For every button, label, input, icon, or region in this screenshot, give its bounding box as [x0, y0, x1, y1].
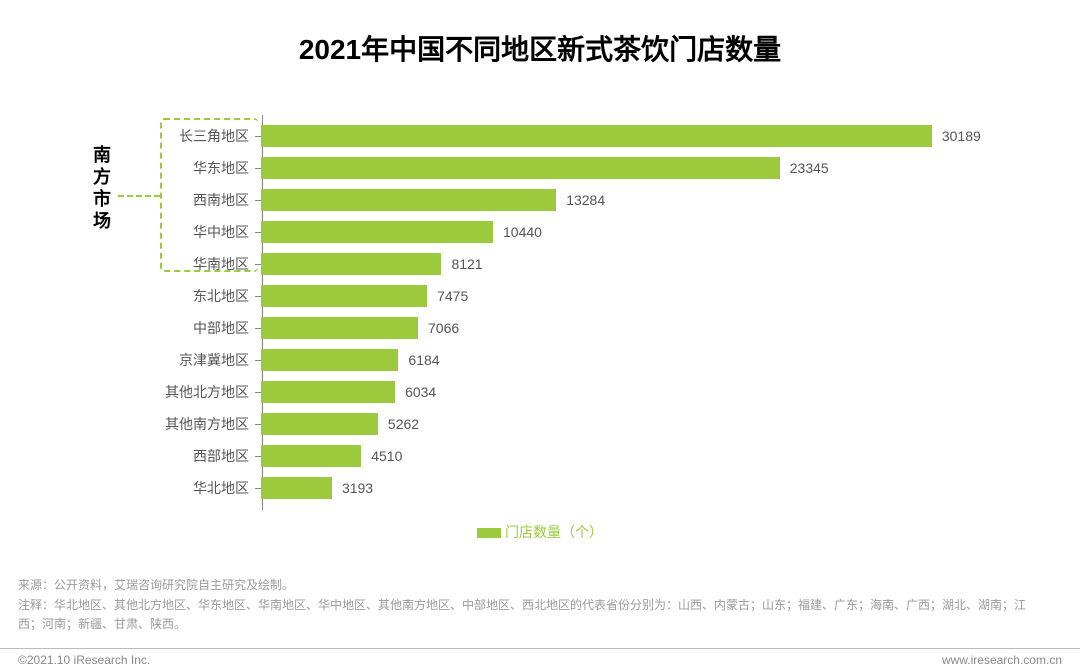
category-label: 东北地区 [160, 286, 255, 306]
value-label: 10440 [503, 224, 542, 240]
bar [261, 285, 427, 307]
bar-row: 京津冀地区 6184 [160, 344, 1010, 376]
value-label: 5262 [388, 416, 419, 432]
category-label: 其他北方地区 [160, 382, 255, 402]
value-label: 7066 [428, 320, 459, 336]
value-label: 7475 [437, 288, 468, 304]
legend-swatch [477, 528, 501, 538]
bar [261, 381, 395, 403]
value-label: 13284 [566, 192, 605, 208]
category-label: 西部地区 [160, 446, 255, 466]
category-label: 其他南方地区 [160, 414, 255, 434]
category-label: 京津冀地区 [160, 350, 255, 370]
chart-area: 长三角地区30189华东地区23345西南地区13284华中地区10440华南地… [160, 115, 1010, 535]
bar-row: 华中地区10440 [160, 216, 1010, 248]
footnote-note: 注释：华北地区、其他北方地区、华东地区、华南地区、华中地区、其他南方地区、中部地… [18, 596, 1038, 634]
bar [261, 221, 493, 243]
copyright-right: www.iresearch.com.cn [942, 653, 1062, 672]
footnotes: 来源：公开资料，艾瑞咨询研究院自主研究及绘制。 注释：华北地区、其他北方地区、华… [18, 576, 1038, 634]
category-label: 中部地区 [160, 318, 255, 338]
legend: 门店数量（个） [0, 522, 1080, 542]
value-label: 8121 [451, 256, 482, 272]
bar-row: 长三角地区30189 [160, 120, 1010, 152]
bar-row: 华北地区 3193 [160, 472, 1010, 504]
value-label: 6034 [405, 384, 436, 400]
chart-title: 2021年中国不同地区新式茶饮门店数量 [0, 0, 1080, 68]
bar [261, 317, 418, 339]
value-label: 30189 [942, 128, 981, 144]
legend-label: 门店数量（个） [505, 524, 603, 540]
value-label: 4510 [371, 448, 402, 464]
bar-row: 西南地区13284 [160, 184, 1010, 216]
bar [261, 445, 361, 467]
category-label: 华北地区 [160, 478, 255, 498]
bar-row: 西部地区 4510 [160, 440, 1010, 472]
bar [261, 349, 398, 371]
bar-row: 其他北方地区 6034 [160, 376, 1010, 408]
footnote-source: 来源：公开资料，艾瑞咨询研究院自主研究及绘制。 [18, 576, 1038, 595]
bar-row: 其他南方地区 5262 [160, 408, 1010, 440]
bar [261, 477, 332, 499]
group-label-south: 南方市场 [88, 145, 114, 233]
bar [261, 125, 932, 147]
copyright-left: ©2021.10 iResearch Inc. [18, 653, 150, 672]
group-bracket [160, 118, 258, 272]
bar-row: 中部地区 7066 [160, 312, 1010, 344]
value-label: 23345 [790, 160, 829, 176]
value-label: 3193 [342, 480, 373, 496]
group-connector [118, 195, 160, 197]
bar [261, 189, 556, 211]
copyright-bar: ©2021.10 iResearch Inc. www.iresearch.co… [0, 648, 1080, 672]
bar-row: 东北地区 7475 [160, 280, 1010, 312]
bar [261, 413, 378, 435]
bar [261, 253, 441, 275]
bar-row: 华东地区23345 [160, 152, 1010, 184]
bar [261, 157, 780, 179]
bar-row: 华南地区8121 [160, 248, 1010, 280]
value-label: 6184 [408, 352, 439, 368]
